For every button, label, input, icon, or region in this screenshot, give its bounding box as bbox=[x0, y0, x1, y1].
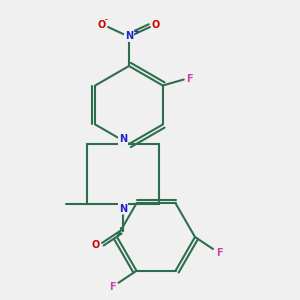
Text: O: O bbox=[152, 20, 160, 31]
Text: F: F bbox=[216, 248, 222, 259]
Text: -: - bbox=[105, 17, 108, 23]
Text: O: O bbox=[98, 20, 106, 31]
Text: N: N bbox=[119, 134, 127, 145]
Text: F: F bbox=[187, 74, 193, 85]
Text: N: N bbox=[119, 203, 127, 214]
Text: F: F bbox=[109, 282, 116, 292]
Text: O: O bbox=[92, 239, 100, 250]
Text: N: N bbox=[125, 31, 133, 41]
Text: +: + bbox=[134, 28, 140, 34]
